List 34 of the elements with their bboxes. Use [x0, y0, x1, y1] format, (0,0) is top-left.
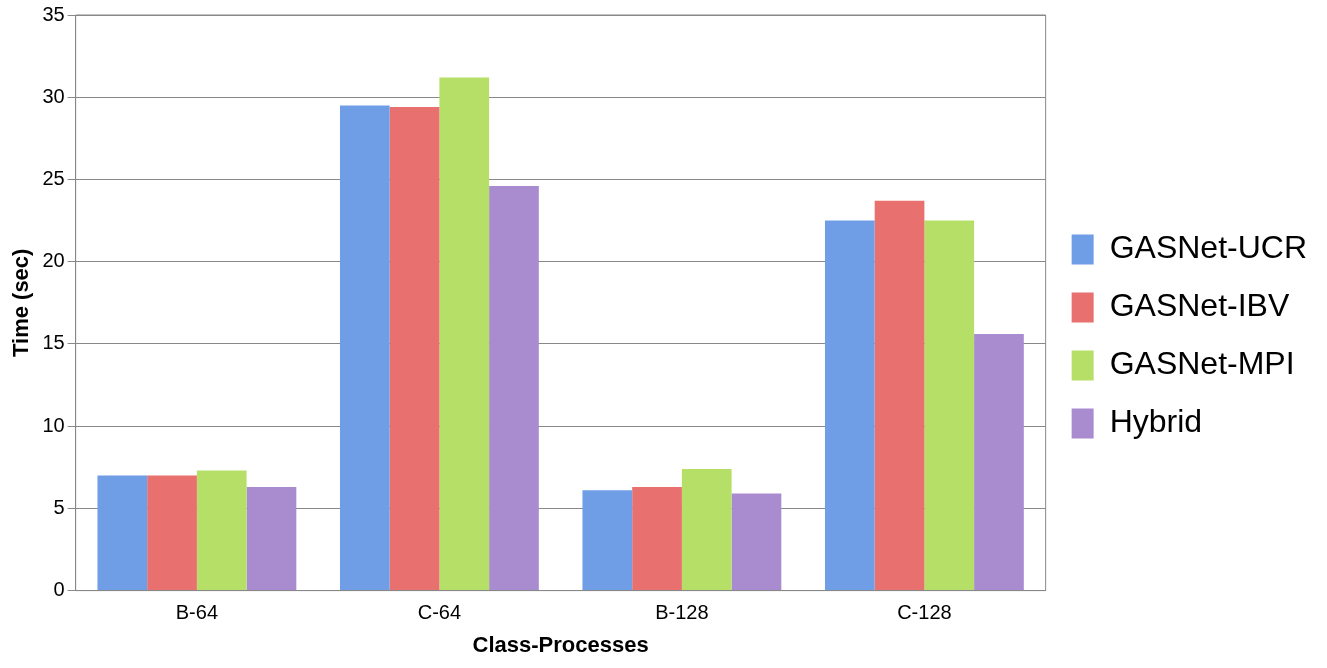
legend-label: GASNet-IBV [1109, 287, 1290, 324]
bar [874, 200, 925, 591]
bar [389, 107, 440, 591]
bar [147, 475, 197, 591]
bar [196, 470, 247, 591]
bar [339, 105, 390, 591]
bar [582, 490, 633, 591]
x-tick-label: C-64 [417, 601, 462, 624]
bar [489, 186, 539, 591]
bar [439, 77, 490, 591]
bar [824, 220, 875, 591]
x-axis-title: Class-Processes [472, 631, 649, 657]
y-tick-label: 10 [42, 413, 65, 436]
legend-label: GASNet-MPI [1109, 345, 1295, 382]
y-axis-title: Time (sec) [8, 248, 34, 358]
bar [924, 220, 975, 591]
x-tick-label: B-128 [655, 601, 709, 624]
bar [731, 493, 782, 591]
y-tick-label: 5 [53, 495, 65, 518]
y-tick-label: 35 [42, 2, 65, 25]
bar [681, 468, 732, 591]
y-tick-label: 0 [53, 578, 65, 601]
y-tick-label: 15 [42, 331, 65, 354]
bar [632, 486, 682, 591]
y-tick-label: 30 [42, 84, 65, 107]
legend-label: GASNet-UCR [1109, 229, 1307, 266]
legend-label: Hybrid [1109, 403, 1203, 440]
bar [246, 486, 297, 591]
bar [97, 475, 148, 591]
x-tick-label: B-64 [175, 601, 219, 624]
y-tick-label: 25 [42, 166, 65, 189]
bar [974, 334, 1024, 591]
y-tick-label: 20 [42, 249, 65, 272]
x-tick-label: C-128 [897, 601, 952, 624]
